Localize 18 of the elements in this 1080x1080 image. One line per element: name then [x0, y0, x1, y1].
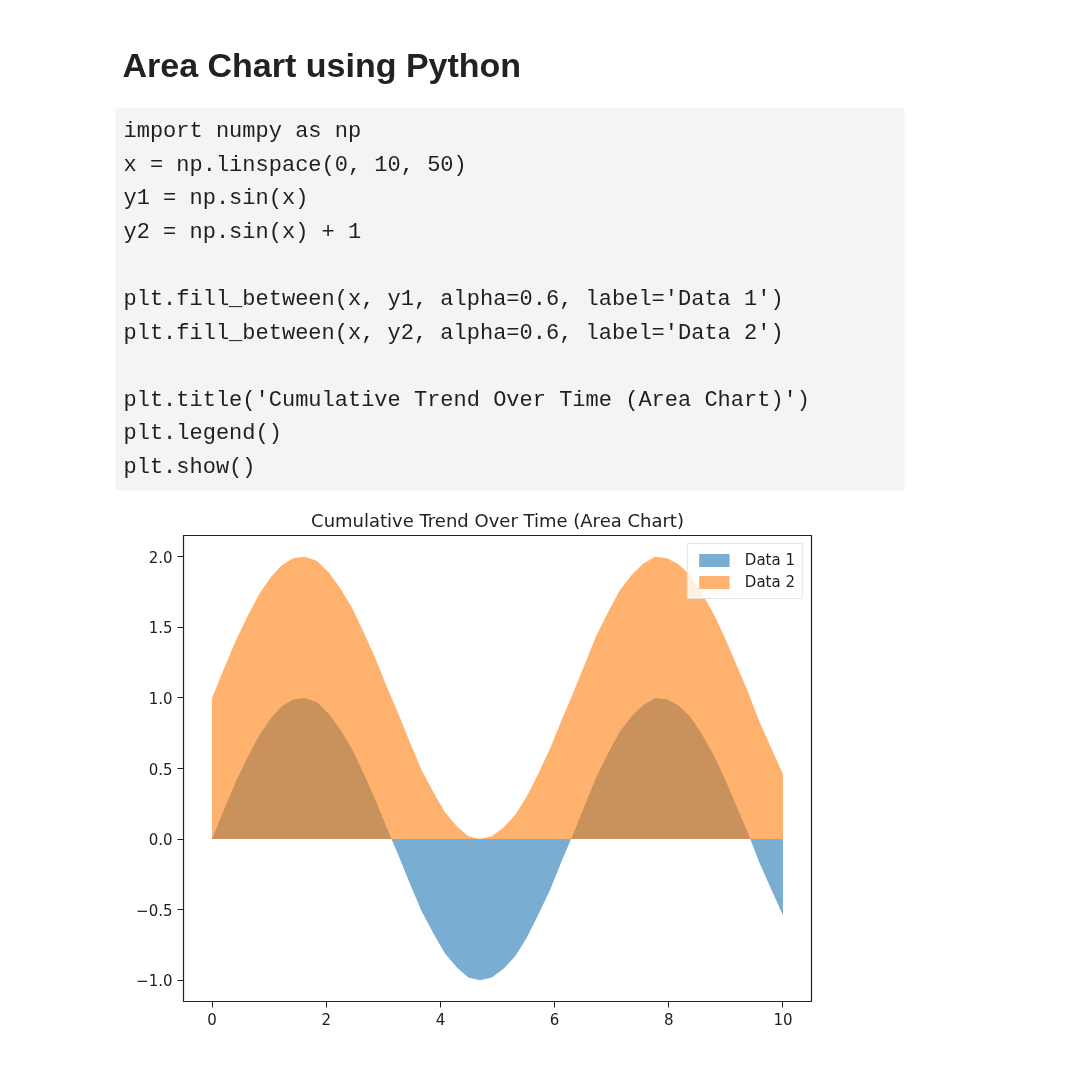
x-tick-label: 2: [321, 1010, 331, 1029]
y-tick-label: −0.5: [136, 901, 173, 920]
legend-label: Data 1: [744, 551, 795, 569]
text: Area Chart using Python: [122, 45, 522, 84]
y-tick-label: 0.5: [148, 760, 173, 779]
text: import numpy as np x = np.linspace(0, 10, 50) y1 = np.sin(x) y2 = np.sin(x) + 1 plt.fill_between(x, y1, alpha=0.6, label='Data 1') plt.fill_between(x, y2, alpha=0.6, label='Data 2') plt.title('Cumulative Trend Over Time (Area Chart)') plt.legend() plt.show(): [123, 119, 811, 480]
y-tick-label: 2.0: [148, 548, 173, 567]
y-tick-label: 0.0: [148, 831, 173, 850]
y-tick-label: 1.0: [148, 689, 173, 708]
x-tick-label: 10: [773, 1010, 793, 1029]
x-tick-label: 0: [207, 1010, 217, 1029]
x-tick-label: 8: [664, 1010, 674, 1029]
y-tick-label: 1.5: [148, 619, 173, 638]
x-tick-label: 6: [549, 1010, 560, 1029]
y-tick-label: −1.0: [136, 972, 173, 991]
chart-title: Cumulative Trend Over Time (Area Chart): [311, 509, 684, 531]
legend-label: Data 2: [744, 573, 795, 591]
x-tick-label: 4: [435, 1010, 446, 1029]
